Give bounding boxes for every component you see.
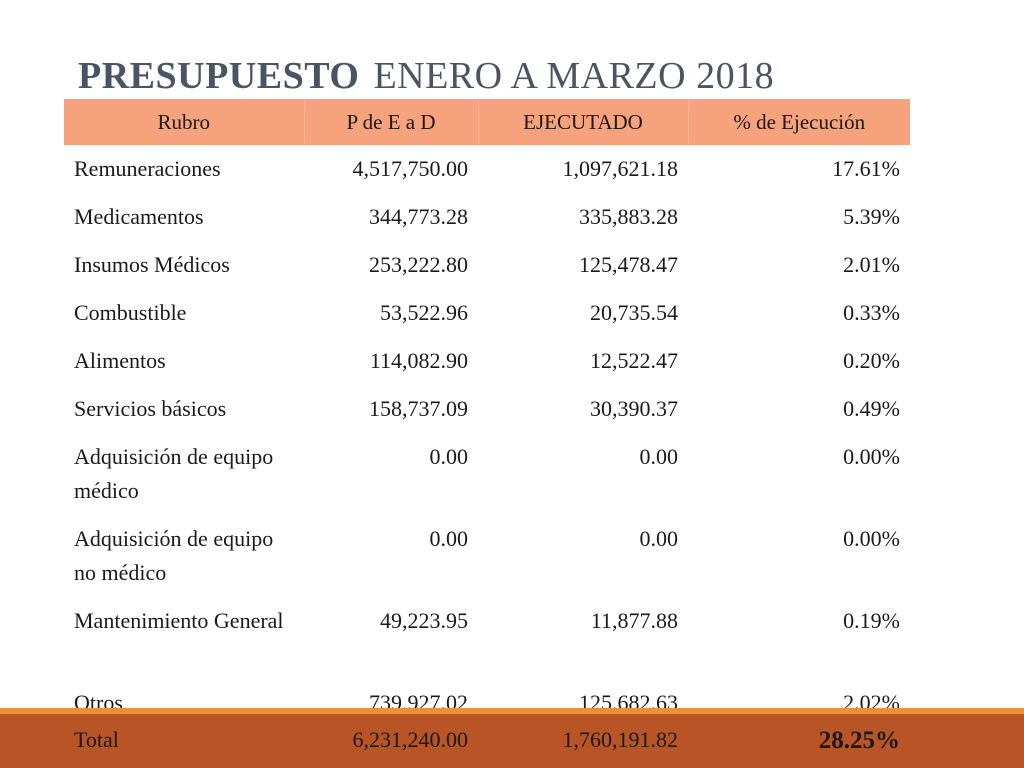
table-row: Adquisición de equipo médico 0.00 0.00 0… bbox=[64, 433, 910, 515]
footer-band bbox=[0, 714, 1024, 768]
table-row: Adquisición de equipo no médico 0.00 0.0… bbox=[64, 515, 910, 597]
budget-table: Rubro P de E a D EJECUTADO % de Ejecució… bbox=[64, 99, 910, 727]
header-ejecutado: EJECUTADO bbox=[477, 99, 688, 145]
total-pct: 28.25% bbox=[818, 727, 900, 754]
cell-pea: 53,522.96 bbox=[380, 300, 468, 325]
cell-pea: 0.00 bbox=[429, 526, 469, 551]
cell-rubro: Alimentos bbox=[74, 348, 166, 373]
table-row: Medicamentos 344,773.28 335,883.28 5.39% bbox=[64, 193, 910, 241]
cell-pea: 114,082.90 bbox=[369, 348, 468, 373]
cell-rubro: Insumos Médicos bbox=[74, 252, 230, 277]
cell-rubro: Adquisición de equipo médico bbox=[74, 444, 274, 503]
cell-rubro: Mantenimiento General bbox=[74, 608, 284, 633]
table-row: Alimentos 114,082.90 12,522.47 0.20% bbox=[64, 337, 910, 385]
cell-ejecutado: 30,390.37 bbox=[590, 396, 678, 421]
cell-rubro: Servicios básicos bbox=[74, 396, 227, 421]
table-row: Insumos Médicos 253,222.80 125,478.47 2.… bbox=[64, 241, 910, 289]
total-pea: 6,231,240.00 bbox=[352, 727, 469, 752]
cell-ejecutado: 20,735.54 bbox=[590, 300, 678, 325]
slide-title: PRESUPUESTO ENERO A MARZO 2018 bbox=[78, 54, 774, 98]
cell-pea: 344,773.28 bbox=[369, 204, 468, 229]
cell-ejecutado: 335,883.28 bbox=[579, 204, 678, 229]
cell-pct: 0.19% bbox=[843, 608, 900, 633]
cell-pea: 158,737.09 bbox=[369, 396, 468, 421]
cell-pct: 0.00% bbox=[843, 444, 900, 469]
header-pea: P de E a D bbox=[303, 99, 478, 145]
cell-pct: 0.33% bbox=[843, 300, 900, 325]
cell-ejecutado: 0.00 bbox=[639, 444, 679, 469]
cell-ejecutado: 11,877.88 bbox=[590, 608, 678, 633]
cell-pea: 0.00 bbox=[429, 444, 469, 469]
header-rubro: Rubro bbox=[64, 99, 304, 145]
cell-ejecutado: 125,478.47 bbox=[579, 252, 678, 277]
header-pct: % de Ejecución bbox=[687, 99, 910, 145]
cell-pea: 4,517,750.00 bbox=[352, 156, 469, 181]
cell-pea: 253,222.80 bbox=[369, 252, 468, 277]
footer-accent-line bbox=[0, 708, 1024, 714]
cell-rubro: Combustible bbox=[74, 300, 187, 325]
cell-rubro: Medicamentos bbox=[74, 204, 204, 229]
table-row: Mantenimiento General 49,223.95 11,877.8… bbox=[64, 597, 910, 679]
table-row: Combustible 53,522.96 20,735.54 0.33% bbox=[64, 289, 910, 337]
cell-pea: 49,223.95 bbox=[380, 608, 468, 633]
title-bold: PRESUPUESTO bbox=[78, 55, 360, 97]
total-ejecutado: 1,760,191.82 bbox=[562, 727, 679, 752]
cell-rubro: Remuneraciones bbox=[74, 156, 221, 181]
cell-pct: 0.00% bbox=[843, 526, 900, 551]
cell-ejecutado: 12,522.47 bbox=[590, 348, 678, 373]
cell-ejecutado: 1,097,621.18 bbox=[562, 156, 679, 181]
total-label: Total bbox=[74, 727, 119, 752]
cell-pct: 0.20% bbox=[843, 348, 900, 373]
total-row: Total 6,231,240.00 1,760,191.82 28.25% bbox=[64, 714, 910, 768]
cell-pct: 2.01% bbox=[843, 252, 900, 277]
cell-pct: 0.49% bbox=[843, 396, 900, 421]
table-row: Servicios básicos 158,737.09 30,390.37 0… bbox=[64, 385, 910, 433]
header-row: Rubro P de E a D EJECUTADO % de Ejecució… bbox=[64, 99, 910, 145]
cell-rubro: Adquisición de equipo no médico bbox=[74, 526, 274, 585]
cell-ejecutado: 0.00 bbox=[639, 526, 679, 551]
cell-pct: 17.61% bbox=[832, 156, 900, 181]
table-row: Remuneraciones 4,517,750.00 1,097,621.18… bbox=[64, 145, 910, 193]
cell-pct: 5.39% bbox=[843, 204, 900, 229]
title-rest: ENERO A MARZO 2018 bbox=[373, 55, 775, 97]
